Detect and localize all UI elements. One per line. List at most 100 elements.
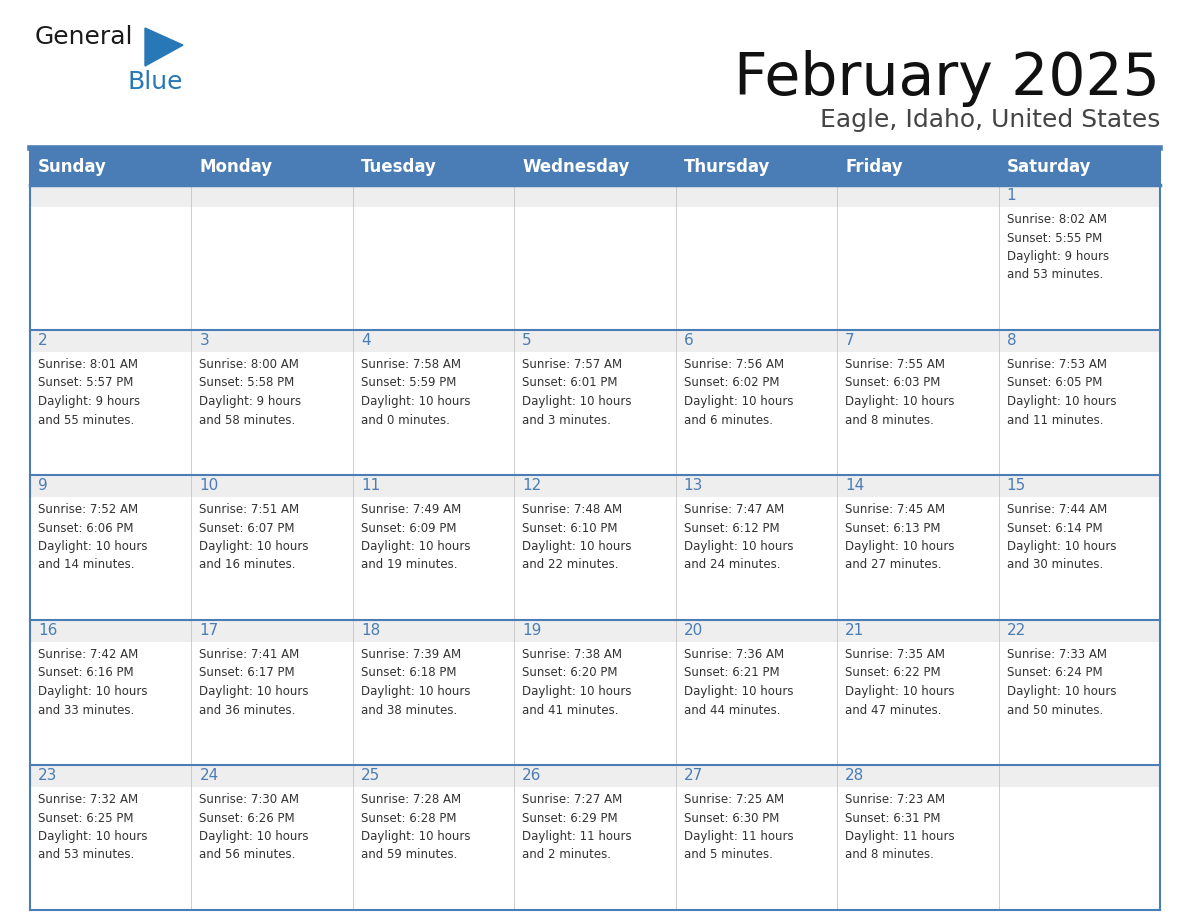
Bar (514, 148, 676, 185)
Bar (838, 765, 999, 787)
Bar (999, 642, 1159, 765)
Bar (30, 352, 191, 475)
Text: Sunrise: 7:56 AM
Sunset: 6:02 PM
Daylight: 10 hours
and 6 minutes.: Sunrise: 7:56 AM Sunset: 6:02 PM Dayligh… (684, 358, 794, 427)
Text: Sunrise: 7:27 AM
Sunset: 6:29 PM
Daylight: 11 hours
and 2 minutes.: Sunrise: 7:27 AM Sunset: 6:29 PM Dayligh… (523, 793, 632, 861)
Bar (838, 620, 999, 642)
Bar (514, 475, 676, 497)
Bar (838, 207, 999, 330)
Text: 14: 14 (845, 478, 865, 493)
Text: 27: 27 (684, 768, 703, 783)
Bar (30, 765, 191, 787)
Text: 9: 9 (38, 478, 48, 493)
Text: Sunrise: 7:39 AM
Sunset: 6:18 PM
Daylight: 10 hours
and 38 minutes.: Sunrise: 7:39 AM Sunset: 6:18 PM Dayligh… (361, 648, 470, 717)
Text: 16: 16 (38, 623, 57, 638)
Text: Sunrise: 8:01 AM
Sunset: 5:57 PM
Daylight: 9 hours
and 55 minutes.: Sunrise: 8:01 AM Sunset: 5:57 PM Dayligh… (38, 358, 140, 427)
Bar (30, 642, 191, 765)
Bar (353, 765, 514, 787)
Text: 1: 1 (1006, 188, 1016, 203)
Text: 12: 12 (523, 478, 542, 493)
Text: Sunrise: 7:44 AM
Sunset: 6:14 PM
Daylight: 10 hours
and 30 minutes.: Sunrise: 7:44 AM Sunset: 6:14 PM Dayligh… (1006, 503, 1116, 572)
Text: 19: 19 (523, 623, 542, 638)
Bar (30, 787, 191, 910)
Bar (191, 148, 353, 185)
Bar (999, 765, 1159, 787)
Bar (191, 642, 353, 765)
Bar (676, 148, 838, 185)
Text: Sunrise: 7:41 AM
Sunset: 6:17 PM
Daylight: 10 hours
and 36 minutes.: Sunrise: 7:41 AM Sunset: 6:17 PM Dayligh… (200, 648, 309, 717)
Bar (838, 787, 999, 910)
Text: Sunrise: 7:42 AM
Sunset: 6:16 PM
Daylight: 10 hours
and 33 minutes.: Sunrise: 7:42 AM Sunset: 6:16 PM Dayligh… (38, 648, 147, 717)
Text: Sunrise: 7:49 AM
Sunset: 6:09 PM
Daylight: 10 hours
and 19 minutes.: Sunrise: 7:49 AM Sunset: 6:09 PM Dayligh… (361, 503, 470, 572)
Bar (999, 497, 1159, 620)
Bar (191, 207, 353, 330)
Bar (514, 620, 676, 642)
Bar (353, 352, 514, 475)
Bar (514, 765, 676, 787)
Bar (514, 642, 676, 765)
Bar (191, 475, 353, 497)
Bar (999, 620, 1159, 642)
Bar (999, 330, 1159, 352)
Bar (514, 185, 676, 207)
Bar (30, 620, 191, 642)
Text: 23: 23 (38, 768, 57, 783)
Bar (676, 765, 838, 787)
Text: Saturday: Saturday (1006, 158, 1091, 175)
Bar (191, 765, 353, 787)
Bar (353, 475, 514, 497)
Bar (838, 497, 999, 620)
Text: Blue: Blue (127, 70, 183, 94)
Bar (30, 185, 191, 207)
Text: Sunrise: 7:57 AM
Sunset: 6:01 PM
Daylight: 10 hours
and 3 minutes.: Sunrise: 7:57 AM Sunset: 6:01 PM Dayligh… (523, 358, 632, 427)
Text: 28: 28 (845, 768, 865, 783)
Bar (30, 475, 191, 497)
Text: Sunrise: 7:52 AM
Sunset: 6:06 PM
Daylight: 10 hours
and 14 minutes.: Sunrise: 7:52 AM Sunset: 6:06 PM Dayligh… (38, 503, 147, 572)
Text: February 2025: February 2025 (734, 50, 1159, 107)
Bar (353, 207, 514, 330)
Bar (191, 352, 353, 475)
Text: Sunrise: 7:45 AM
Sunset: 6:13 PM
Daylight: 10 hours
and 27 minutes.: Sunrise: 7:45 AM Sunset: 6:13 PM Dayligh… (845, 503, 955, 572)
Bar (676, 352, 838, 475)
Bar (191, 497, 353, 620)
Text: 21: 21 (845, 623, 865, 638)
Text: 20: 20 (684, 623, 703, 638)
Text: Sunrise: 7:51 AM
Sunset: 6:07 PM
Daylight: 10 hours
and 16 minutes.: Sunrise: 7:51 AM Sunset: 6:07 PM Dayligh… (200, 503, 309, 572)
Bar (191, 185, 353, 207)
Bar (676, 475, 838, 497)
Bar (191, 787, 353, 910)
Text: Sunrise: 7:48 AM
Sunset: 6:10 PM
Daylight: 10 hours
and 22 minutes.: Sunrise: 7:48 AM Sunset: 6:10 PM Dayligh… (523, 503, 632, 572)
Text: Sunrise: 7:53 AM
Sunset: 6:05 PM
Daylight: 10 hours
and 11 minutes.: Sunrise: 7:53 AM Sunset: 6:05 PM Dayligh… (1006, 358, 1116, 427)
Bar (838, 330, 999, 352)
Text: Wednesday: Wednesday (523, 158, 630, 175)
Text: 18: 18 (361, 623, 380, 638)
Text: Friday: Friday (845, 158, 903, 175)
Text: Sunrise: 7:30 AM
Sunset: 6:26 PM
Daylight: 10 hours
and 56 minutes.: Sunrise: 7:30 AM Sunset: 6:26 PM Dayligh… (200, 793, 309, 861)
Text: 25: 25 (361, 768, 380, 783)
Text: 15: 15 (1006, 478, 1025, 493)
Text: Eagle, Idaho, United States: Eagle, Idaho, United States (820, 108, 1159, 132)
Bar (676, 642, 838, 765)
Bar (838, 642, 999, 765)
Bar (353, 330, 514, 352)
Text: 5: 5 (523, 333, 532, 348)
Polygon shape (145, 28, 183, 66)
Bar (999, 207, 1159, 330)
Bar (30, 330, 191, 352)
Bar (676, 185, 838, 207)
Bar (353, 497, 514, 620)
Text: Sunrise: 7:36 AM
Sunset: 6:21 PM
Daylight: 10 hours
and 44 minutes.: Sunrise: 7:36 AM Sunset: 6:21 PM Dayligh… (684, 648, 794, 717)
Text: Sunrise: 8:02 AM
Sunset: 5:55 PM
Daylight: 9 hours
and 53 minutes.: Sunrise: 8:02 AM Sunset: 5:55 PM Dayligh… (1006, 213, 1108, 282)
Text: 6: 6 (684, 333, 694, 348)
Text: Sunday: Sunday (38, 158, 107, 175)
Text: 7: 7 (845, 333, 855, 348)
Bar (30, 497, 191, 620)
Bar (353, 642, 514, 765)
Bar (838, 352, 999, 475)
Text: Sunrise: 7:47 AM
Sunset: 6:12 PM
Daylight: 10 hours
and 24 minutes.: Sunrise: 7:47 AM Sunset: 6:12 PM Dayligh… (684, 503, 794, 572)
Bar (999, 475, 1159, 497)
Text: 22: 22 (1006, 623, 1025, 638)
Bar (676, 497, 838, 620)
Bar (353, 620, 514, 642)
Text: Sunrise: 7:23 AM
Sunset: 6:31 PM
Daylight: 11 hours
and 8 minutes.: Sunrise: 7:23 AM Sunset: 6:31 PM Dayligh… (845, 793, 955, 861)
Text: 26: 26 (523, 768, 542, 783)
